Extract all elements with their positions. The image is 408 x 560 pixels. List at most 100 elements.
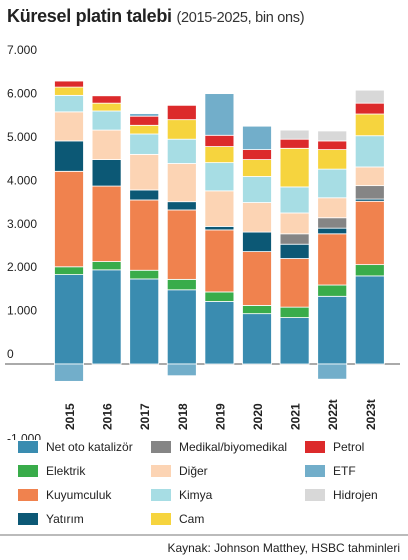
legend-item: Net oto katalizör — [18, 440, 133, 454]
bar-segment — [129, 124, 160, 135]
bar-segment — [91, 261, 122, 271]
x-tick-label: 2016 — [101, 403, 115, 430]
source-bar: Kaynak: Johnson Matthey, HSBC tahminleri — [0, 534, 408, 560]
bar-segment — [279, 258, 310, 308]
bar-segment — [54, 94, 84, 113]
legend-swatch — [18, 489, 38, 501]
bar-segment — [166, 201, 197, 211]
bar-segment — [279, 212, 310, 235]
bar-segment — [242, 176, 272, 203]
bar-segment — [166, 163, 197, 203]
bar-segment — [54, 266, 84, 275]
bar-segment — [317, 197, 348, 219]
legend-item: Kuyumculuk — [18, 488, 111, 502]
legend-item: Diğer — [151, 464, 208, 478]
legend-swatch — [151, 489, 171, 501]
y-tick-label: -1.000 — [7, 431, 41, 440]
bar-segment — [129, 269, 160, 280]
bar-segment — [354, 135, 385, 168]
bar-segment — [242, 149, 272, 160]
legend-item: Yatırım — [18, 512, 84, 526]
bar-segment — [354, 166, 385, 187]
x-tick-label: 2018 — [176, 403, 190, 430]
legend-item: Cam — [151, 512, 204, 526]
bar-segment — [279, 243, 310, 259]
bar-segment — [279, 186, 310, 214]
legend-swatch — [151, 441, 171, 453]
legend-label: Diğer — [179, 464, 208, 478]
legend-label: Cam — [179, 512, 205, 526]
bar-segment — [317, 363, 348, 380]
bar-segment — [279, 306, 310, 318]
bar-segment — [54, 170, 84, 268]
y-tick-label: 6.000 — [7, 87, 37, 101]
stacked-bar-chart: 7.000 6.000 5.000 4.000 3.000 2.000 1.000 0 -1.0… — [5, 43, 400, 440]
legend-label: Yatırım — [46, 512, 84, 526]
legend-label: ETF — [333, 464, 356, 478]
legend-item: Petrol — [305, 440, 364, 454]
y-tick-label: 3.000 — [7, 217, 37, 231]
bar-segment — [91, 269, 122, 365]
y-tick-label: 0 — [7, 347, 14, 361]
bar-segment — [242, 251, 272, 306]
bar-segment — [317, 217, 348, 229]
bar-segment — [204, 301, 235, 365]
legend-label: Hidrojen — [333, 488, 378, 502]
bar-segment — [166, 209, 197, 280]
bar-segment — [279, 129, 310, 140]
x-tick-label: 2017 — [138, 403, 152, 430]
bar-segment — [166, 104, 197, 121]
bar-segment — [91, 110, 122, 131]
bar-segment — [242, 125, 272, 151]
bar-segment — [204, 93, 235, 136]
bar-segment — [54, 363, 84, 382]
legend-item: ETF — [305, 464, 356, 478]
bar-segment — [129, 199, 160, 271]
legend-swatch — [18, 513, 38, 525]
y-tick-label: 7.000 — [7, 43, 37, 57]
legend-label: Petrol — [333, 440, 365, 454]
bar-segment — [354, 200, 385, 266]
bar-segment — [166, 363, 197, 377]
bar-segment — [129, 153, 160, 191]
bar-segment — [204, 226, 235, 231]
legend-label: Elektrik — [46, 464, 86, 478]
legend-label: Kuyumculuk — [46, 488, 112, 502]
legend-item: Elektrik — [18, 464, 85, 478]
bar-segment — [279, 233, 310, 245]
bar-segment — [354, 113, 385, 137]
bar-segment — [279, 317, 310, 365]
bar-segment — [317, 295, 348, 365]
bar-segment — [354, 185, 385, 200]
legend-swatch — [151, 513, 171, 525]
bar-segment — [54, 86, 84, 96]
legend-swatch — [18, 465, 38, 477]
bar-segment — [242, 202, 272, 233]
chart-title: Küresel platin talebi (2015-2025, bin on… — [7, 6, 407, 27]
bar-segment — [166, 138, 197, 164]
bar-segment — [166, 278, 197, 291]
bar-segment — [204, 291, 235, 302]
chart-title-main: Küresel platin talebi — [7, 6, 172, 26]
bar-segment — [129, 133, 160, 155]
legend-item: Kimya — [151, 488, 212, 502]
bar-segment — [242, 159, 272, 177]
legend-swatch — [151, 465, 171, 477]
bar-segment — [204, 190, 235, 227]
bar-segment — [317, 227, 348, 235]
bar-segment — [54, 274, 84, 365]
x-tick-label: 2021 — [289, 403, 303, 430]
bar-segment — [129, 278, 160, 365]
y-tick-label: 4.000 — [7, 173, 37, 187]
bar-segment — [54, 140, 84, 172]
y-tick-label: 1.000 — [7, 304, 37, 318]
chart-title-sub: (2015-2025, bin ons) — [176, 10, 305, 26]
legend-label: Kimya — [179, 488, 213, 502]
legend-swatch — [305, 489, 325, 501]
legend-label: Medikal/biyomedikal — [179, 440, 288, 454]
bar-segment — [317, 233, 348, 286]
x-tick-label: 2022t — [326, 399, 340, 430]
bar-segment — [354, 102, 385, 115]
x-tick-label: 2015 — [63, 403, 77, 430]
bar-segment — [204, 162, 235, 192]
